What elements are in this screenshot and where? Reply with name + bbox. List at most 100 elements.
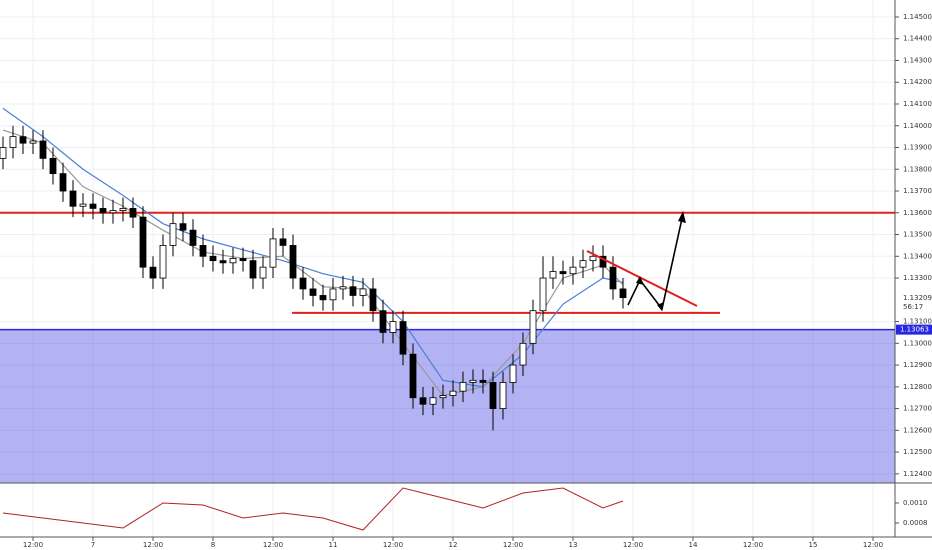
candle-body <box>219 260 227 264</box>
candle-body <box>399 321 407 355</box>
y-tick-label: 1.12400 <box>903 470 932 478</box>
candle-body <box>49 157 57 175</box>
candle-body <box>409 353 417 399</box>
candle-body <box>189 229 197 246</box>
y-tick-label: 1.12500 <box>903 448 932 456</box>
x-tick-label: 12:00 <box>383 541 403 549</box>
candle-body <box>519 342 527 366</box>
x-tick-label: 15 <box>809 541 818 549</box>
x-tick-label: 12:00 <box>503 541 523 549</box>
y-tick-label: 1.13700 <box>903 187 932 195</box>
candle-body <box>589 255 597 262</box>
plot <box>0 107 895 531</box>
y-tick-label: 1.14300 <box>903 56 932 64</box>
candle-body <box>419 397 427 405</box>
y-tick-label: 1.12800 <box>903 383 932 391</box>
candle-body <box>459 382 467 392</box>
y-tick-label: 1.13600 <box>903 209 932 217</box>
y-tick-label: 1.13500 <box>903 231 932 239</box>
candle-body <box>569 266 577 275</box>
candle-body <box>19 136 27 144</box>
x-tick-label: 12:00 <box>23 541 43 549</box>
y-tick-label: 1.14500 <box>903 13 932 21</box>
x-tick-label: 14 <box>689 541 698 549</box>
x-tick-label: 12 <box>449 541 458 549</box>
x-tick-label: 12:00 <box>623 541 643 549</box>
candle-body <box>149 266 157 279</box>
candle-body <box>129 208 137 218</box>
candle-body <box>79 203 87 207</box>
y-tick-label: 1.14400 <box>903 35 932 43</box>
candle-body <box>469 379 477 383</box>
marker-price-label: 1.13063 <box>900 326 929 334</box>
y-tick-label: 0.0010 <box>903 499 928 507</box>
candle-body <box>609 266 617 290</box>
trend-line <box>586 250 698 307</box>
candle-body <box>349 286 357 296</box>
x-tick-label: 11 <box>329 541 338 549</box>
y-tick-label: 1.12900 <box>903 361 932 369</box>
candle-body <box>489 382 497 409</box>
candle-body <box>0 147 7 159</box>
last-price-label: 1.13209 <box>903 294 932 302</box>
candle-body <box>429 397 437 405</box>
y-tick-label: 1.14000 <box>903 122 932 130</box>
candle-body <box>329 288 337 301</box>
x-tick-label: 12:00 <box>263 541 283 549</box>
candle-body <box>439 395 447 399</box>
candle-body <box>549 271 557 279</box>
y-tick-label: 1.14200 <box>903 78 932 86</box>
x-tick-label: 13 <box>569 541 578 549</box>
drawings <box>586 211 698 311</box>
arrow-head <box>657 302 664 311</box>
y-tick-label: 0.0008 <box>903 519 928 527</box>
x-tick-label: 12:00 <box>863 541 883 549</box>
zone <box>0 329 895 483</box>
candle-body <box>69 190 77 207</box>
candle-body <box>209 255 217 262</box>
candle-body <box>619 288 627 299</box>
candle-body <box>39 140 47 159</box>
candle-body <box>499 382 507 409</box>
projection-path <box>627 213 684 311</box>
candle-body <box>239 258 247 262</box>
y-tick-label: 1.13000 <box>903 339 932 347</box>
candle-body <box>369 288 377 312</box>
y-tick-label: 1.12700 <box>903 405 932 413</box>
y-tick-label: 1.13800 <box>903 165 932 173</box>
arrow-head <box>678 211 686 223</box>
x-tick-label: 12:00 <box>143 541 163 549</box>
candle-body <box>379 310 387 333</box>
candle-body <box>559 271 567 275</box>
oscillator-line <box>2 487 624 531</box>
candle-body <box>169 223 177 246</box>
x-tick-label: 12:00 <box>743 541 763 549</box>
candle-body <box>259 266 267 279</box>
x-tick-label: 7 <box>91 541 95 549</box>
candle-body <box>59 173 67 192</box>
candle-body <box>89 203 97 209</box>
candle-body <box>9 136 17 148</box>
candle-body <box>269 238 277 268</box>
candle-body <box>529 310 537 344</box>
marker-price-box <box>896 324 932 335</box>
candle-body <box>159 245 167 279</box>
y-tick-label: 1.14100 <box>903 100 932 108</box>
candle-body <box>229 258 237 264</box>
candle-body <box>509 364 517 383</box>
candle-body <box>199 245 207 257</box>
candle-body <box>339 286 347 290</box>
y-tick-label: 1.13400 <box>903 252 932 260</box>
candle-body <box>359 288 367 296</box>
candle-body <box>279 238 287 246</box>
y-tick-label: 1.12600 <box>903 426 932 434</box>
y-tick-label: 1.13900 <box>903 144 932 152</box>
candle-body <box>29 140 37 144</box>
candle-body <box>479 379 487 383</box>
candle-body <box>389 321 397 333</box>
candle-body <box>109 210 117 214</box>
y-tick-label: 1.13100 <box>903 318 932 326</box>
x-tick-label: 8 <box>211 541 215 549</box>
